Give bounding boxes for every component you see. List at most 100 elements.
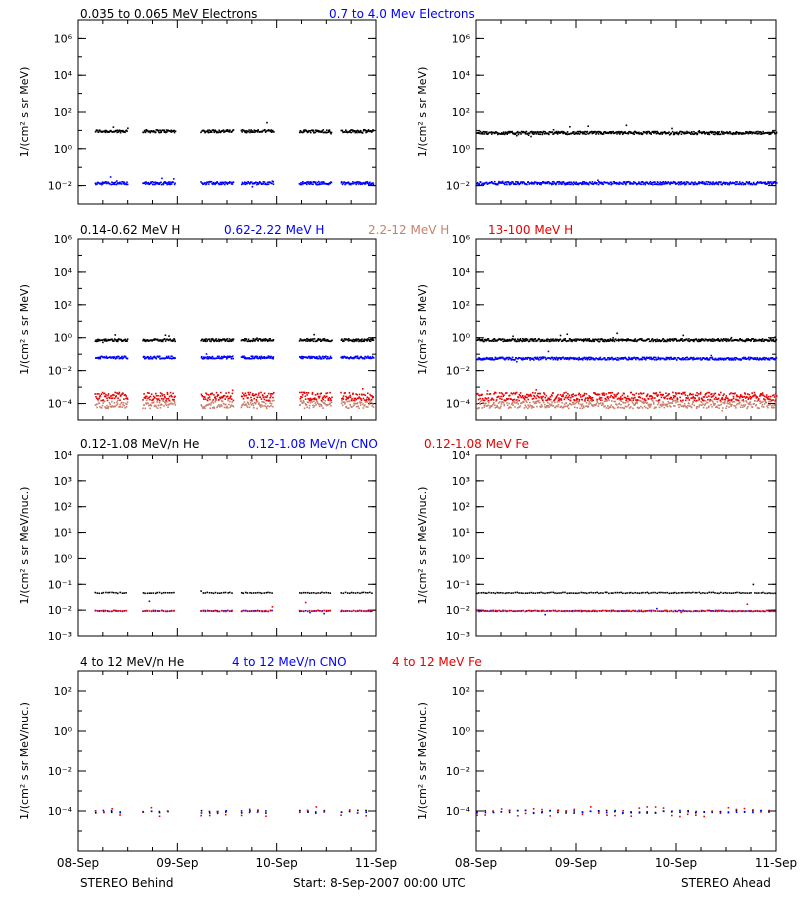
- data-point: [645, 184, 647, 186]
- data-point: [602, 394, 604, 396]
- data-point: [165, 400, 167, 402]
- data-point: [719, 394, 721, 396]
- data-point: [519, 395, 521, 397]
- data-point: [312, 338, 314, 340]
- data-point: [698, 406, 700, 408]
- data-point: [634, 394, 636, 396]
- data-point: [671, 128, 673, 130]
- data-point: [253, 398, 255, 400]
- data-point: [488, 400, 490, 402]
- data-point: [352, 393, 354, 395]
- data-point: [688, 399, 690, 401]
- data-point: [613, 397, 615, 399]
- data-point: [720, 400, 722, 402]
- data-point: [343, 340, 345, 342]
- data-point: [97, 400, 99, 402]
- data-point: [313, 341, 315, 343]
- data-point: [564, 338, 566, 340]
- data-point: [588, 338, 590, 340]
- data-point: [692, 404, 694, 406]
- data-point: [761, 406, 763, 408]
- data-point: [558, 404, 560, 406]
- data-point: [540, 133, 542, 135]
- data-point: [257, 129, 259, 131]
- data-point: [174, 182, 176, 184]
- data-point: [581, 399, 583, 401]
- data-point: [721, 131, 723, 133]
- data-point: [245, 403, 247, 405]
- data-point: [309, 130, 311, 132]
- data-point: [359, 182, 361, 184]
- data-point: [707, 402, 709, 404]
- data-point: [511, 183, 513, 185]
- data-point: [533, 133, 535, 135]
- data-point: [776, 397, 778, 399]
- data-point: [497, 184, 499, 186]
- data-point: [734, 357, 736, 359]
- data-point: [479, 403, 481, 405]
- data-point: [608, 400, 610, 402]
- data-point: [173, 401, 175, 403]
- data-point: [590, 400, 592, 402]
- data-point: [658, 402, 660, 404]
- data-point: [534, 392, 536, 394]
- data-point: [159, 355, 161, 357]
- data-point: [697, 133, 699, 135]
- data-point: [331, 132, 333, 134]
- data-point: [492, 404, 494, 406]
- data-point: [272, 397, 274, 399]
- data-point: [731, 404, 733, 406]
- data-point: [607, 396, 609, 398]
- data-point: [550, 358, 552, 360]
- data-point: [577, 398, 579, 400]
- data-point: [581, 405, 583, 407]
- y-axis-label: 1/(cm² s sr MeV): [18, 67, 31, 158]
- data-point: [169, 184, 171, 186]
- data-point: [569, 338, 571, 340]
- data-point: [729, 399, 731, 401]
- data-point: [569, 181, 571, 183]
- data-point: [538, 131, 540, 133]
- series-0-035-to-0-065-mev-electrons: [476, 125, 777, 138]
- footer-left-label: STEREO Behind: [80, 876, 174, 890]
- data-point: [114, 334, 116, 336]
- data-point: [344, 402, 346, 404]
- data-point: [661, 184, 663, 186]
- legend-label: 13-100 MeV H: [488, 223, 573, 237]
- data-point: [755, 131, 757, 133]
- data-point: [754, 340, 756, 342]
- data-point: [300, 398, 302, 400]
- data-point: [361, 402, 363, 404]
- data-point: [616, 332, 618, 334]
- data-point: [250, 402, 252, 404]
- data-point: [223, 182, 225, 184]
- data-point: [98, 393, 100, 395]
- data-point: [483, 406, 485, 408]
- data-point: [720, 401, 722, 403]
- data-point: [700, 357, 702, 359]
- data-point: [510, 407, 512, 409]
- y-axis-label: 1/(cm² s sr MeV): [416, 284, 429, 375]
- data-point: [762, 131, 764, 133]
- data-point: [665, 392, 667, 394]
- data-point: [660, 182, 662, 184]
- data-point: [600, 402, 602, 404]
- data-point: [123, 398, 125, 400]
- data-point: [682, 357, 684, 359]
- data-point: [211, 131, 213, 133]
- data-point: [749, 131, 751, 133]
- data-point: [487, 390, 489, 392]
- data-point: [731, 337, 733, 339]
- data-point: [499, 407, 501, 409]
- data-point: [629, 181, 631, 183]
- data-point: [253, 405, 255, 407]
- data-point: [490, 357, 492, 359]
- data-point: [365, 183, 367, 185]
- data-point: [244, 181, 246, 183]
- data-point: [228, 404, 230, 406]
- data-point: [669, 402, 671, 404]
- data-point: [547, 402, 549, 404]
- data-point: [569, 395, 571, 397]
- data-point: [362, 403, 364, 405]
- data-point: [496, 132, 498, 134]
